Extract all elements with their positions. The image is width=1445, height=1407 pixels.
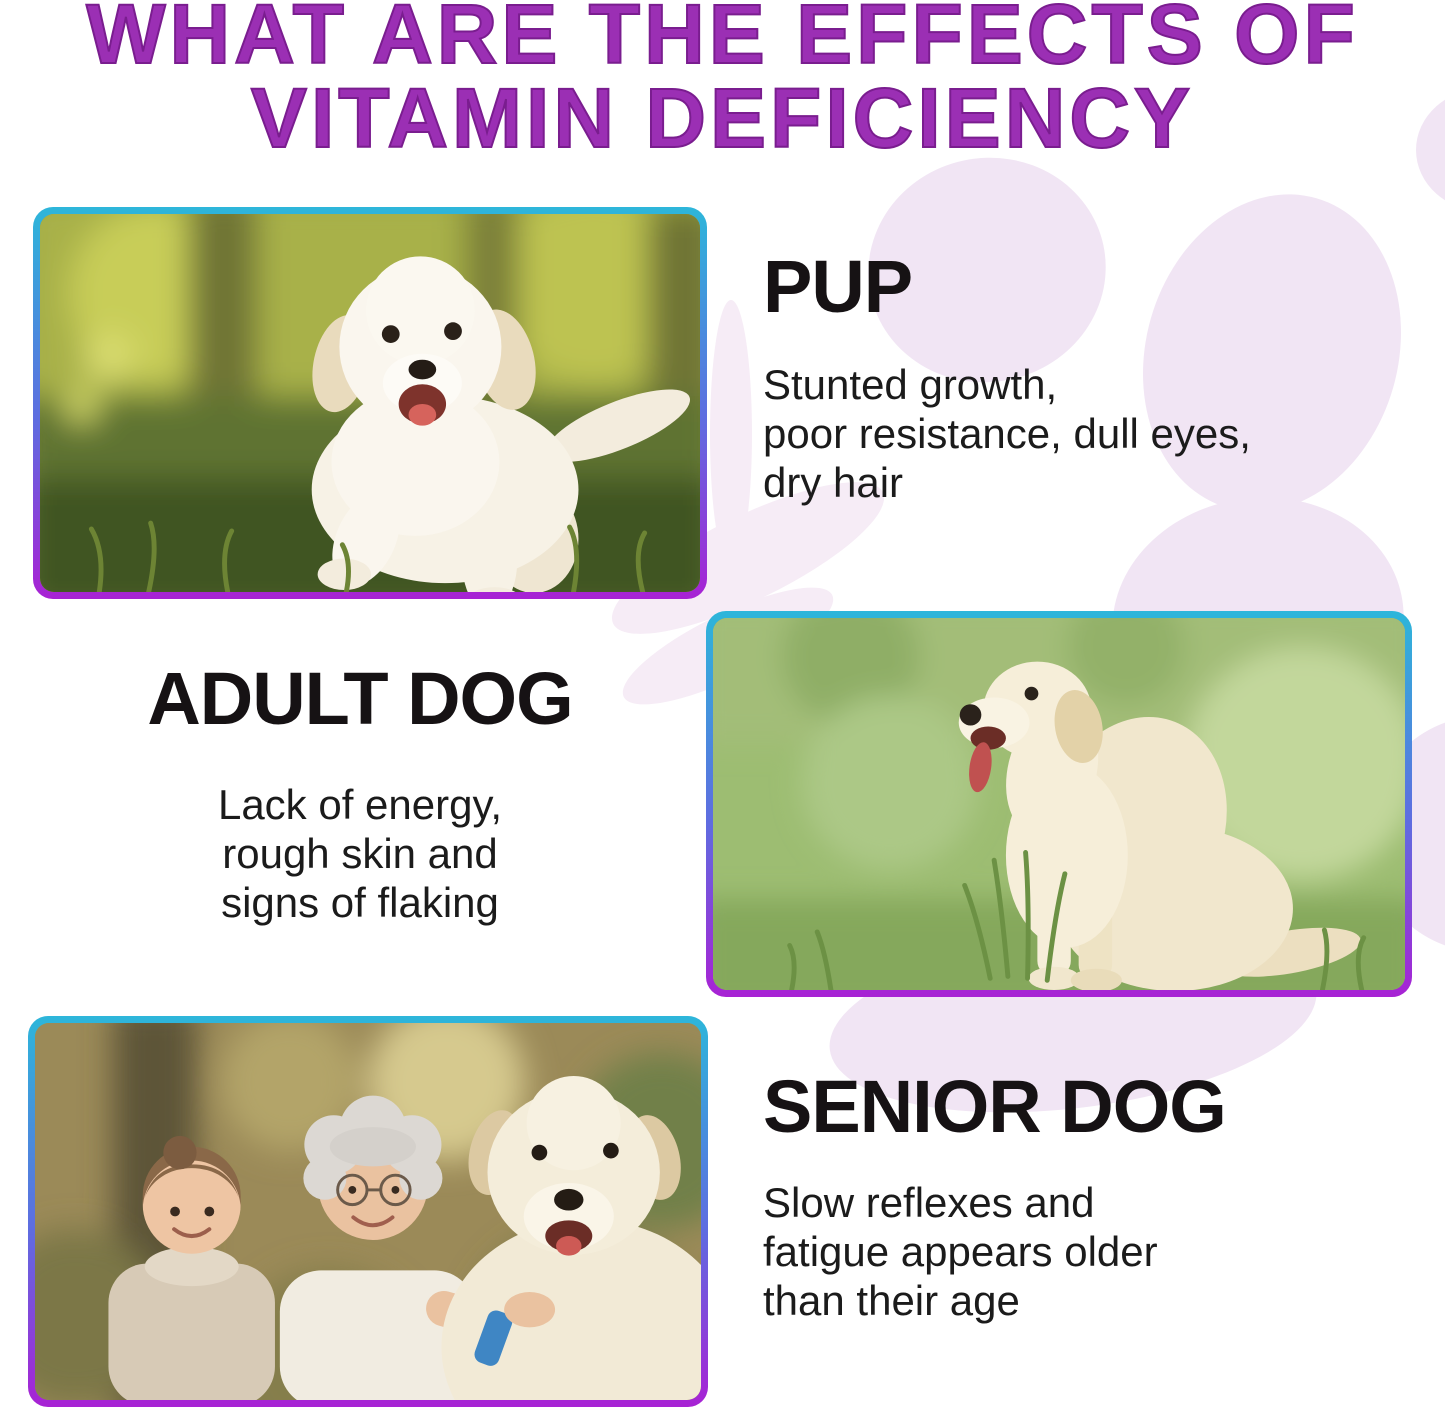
senior-dog-figure xyxy=(441,1076,701,1400)
page-title-line-1: WHAT ARE THE EFFECTS OF xyxy=(85,0,1359,81)
senior-section-text: SENIOR DOG Slow reflexes and fatigue app… xyxy=(763,1065,1227,1325)
adult-description: Lack of energy, rough skin and signs of … xyxy=(130,780,590,927)
pup-section-text: PUP Stunted growth, poor resistance, dul… xyxy=(763,250,1251,507)
pup-photo-frame xyxy=(33,207,707,599)
adult-section-text: ADULT DOG Lack of energy, rough skin and… xyxy=(130,662,590,927)
senior-heading: SENIOR DOG xyxy=(763,1065,1227,1148)
adult-description-line-3: signs of flaking xyxy=(221,879,499,926)
puppy-figure xyxy=(311,256,690,592)
senior-photo-frame xyxy=(28,1016,708,1407)
pup-photo xyxy=(40,214,700,592)
senior-photo xyxy=(35,1023,701,1400)
pup-description: Stunted growth, poor resistance, dull ey… xyxy=(763,360,1251,507)
adult-heading: ADULT DOG xyxy=(147,657,573,740)
pup-description-line-2: poor resistance, dull eyes, xyxy=(763,410,1251,457)
pup-heading: PUP xyxy=(763,245,913,328)
pup-description-line-3: dry hair xyxy=(763,459,904,506)
senior-description: Slow reflexes and fatigue appears older … xyxy=(763,1178,1226,1325)
adult-description-line-2: rough skin and xyxy=(222,830,498,877)
grandmother-figure xyxy=(279,1095,533,1400)
pup-description-line-1: Stunted growth, xyxy=(763,361,1058,408)
adult-description-line-1: Lack of energy, xyxy=(217,781,503,828)
adult-photo-frame xyxy=(706,611,1412,997)
senior-description-line-2: fatigue appears older xyxy=(763,1228,1158,1275)
paw-watermark-swoosh xyxy=(710,300,752,568)
senior-description-line-3: than their age xyxy=(763,1277,1020,1324)
page-title: WHAT ARE THE EFFECTS OF VITAMIN DEFICIEN… xyxy=(0,0,1445,165)
girl-figure xyxy=(108,1135,275,1400)
senior-description-line-1: Slow reflexes and xyxy=(763,1179,1095,1226)
adult-photo xyxy=(713,618,1405,990)
page-title-line-2: VITAMIN DEFICIENCY xyxy=(250,71,1195,165)
